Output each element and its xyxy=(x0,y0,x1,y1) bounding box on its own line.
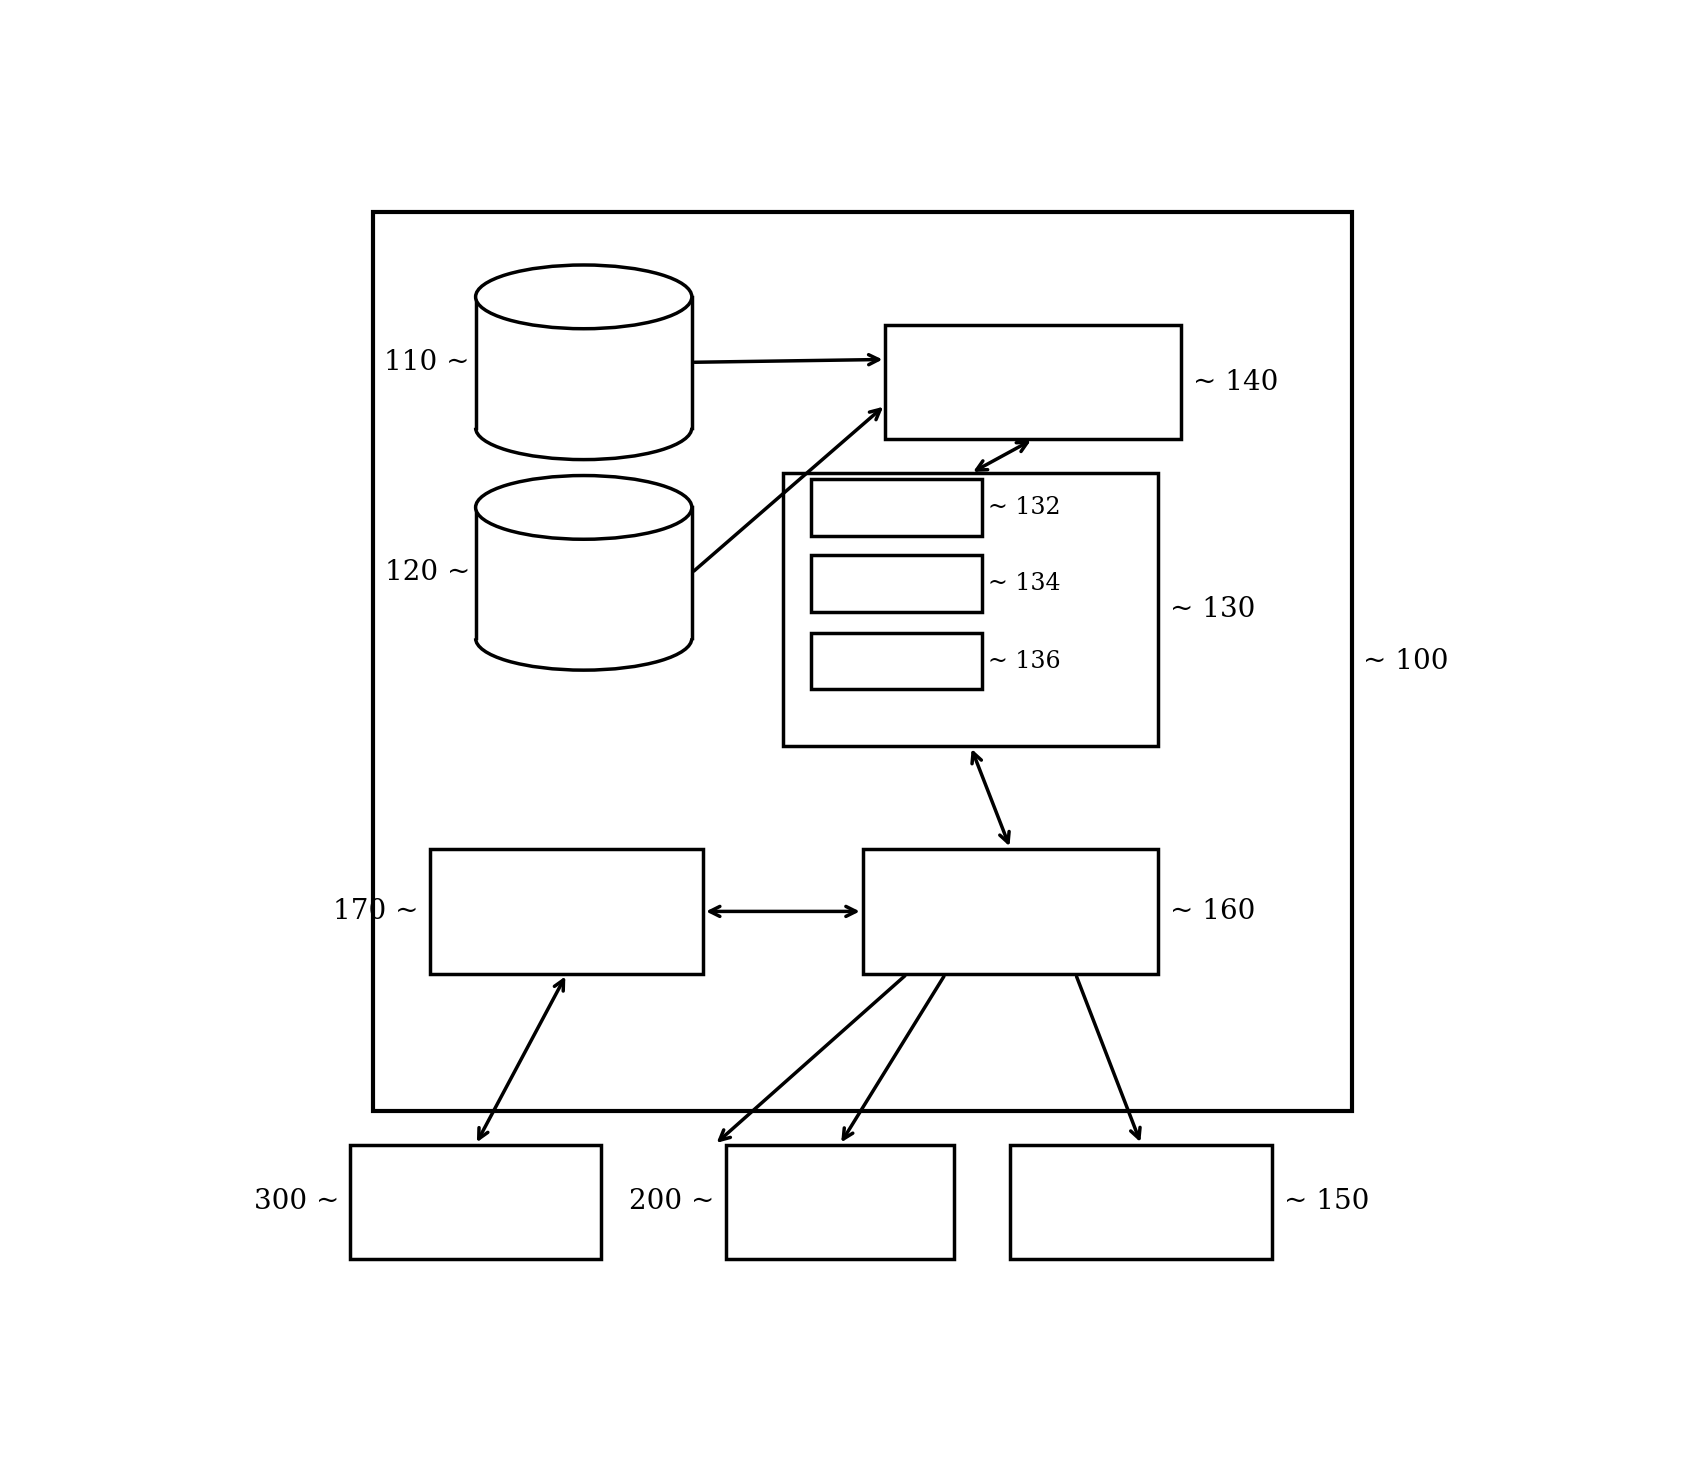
Text: ~ 100: ~ 100 xyxy=(1362,647,1448,674)
Text: ~ 136: ~ 136 xyxy=(987,649,1060,672)
Text: 170 ~: 170 ~ xyxy=(333,899,419,925)
Text: ~ 134: ~ 134 xyxy=(987,572,1060,596)
Bar xyxy=(476,297,691,427)
Text: 120 ~: 120 ~ xyxy=(383,559,469,587)
Bar xyxy=(1009,1144,1272,1258)
Bar xyxy=(725,1144,954,1258)
Text: ~ 130: ~ 130 xyxy=(1169,596,1255,624)
Bar xyxy=(811,479,982,537)
Text: ~ 150: ~ 150 xyxy=(1283,1188,1367,1215)
Ellipse shape xyxy=(476,265,691,328)
Bar xyxy=(782,473,1157,746)
Bar xyxy=(885,325,1181,439)
Text: ~ 132: ~ 132 xyxy=(987,497,1060,519)
Bar xyxy=(373,211,1351,1110)
Bar xyxy=(350,1144,600,1258)
Bar xyxy=(476,507,691,638)
Bar xyxy=(861,848,1157,974)
Ellipse shape xyxy=(476,476,691,539)
Text: 110 ~: 110 ~ xyxy=(383,349,469,375)
Text: 200 ~: 200 ~ xyxy=(629,1188,715,1215)
Text: ~ 160: ~ 160 xyxy=(1169,899,1255,925)
Bar xyxy=(811,556,982,612)
Text: ~ 140: ~ 140 xyxy=(1193,368,1277,396)
Bar xyxy=(811,633,982,689)
Text: 300 ~: 300 ~ xyxy=(254,1188,338,1215)
Bar xyxy=(431,848,703,974)
